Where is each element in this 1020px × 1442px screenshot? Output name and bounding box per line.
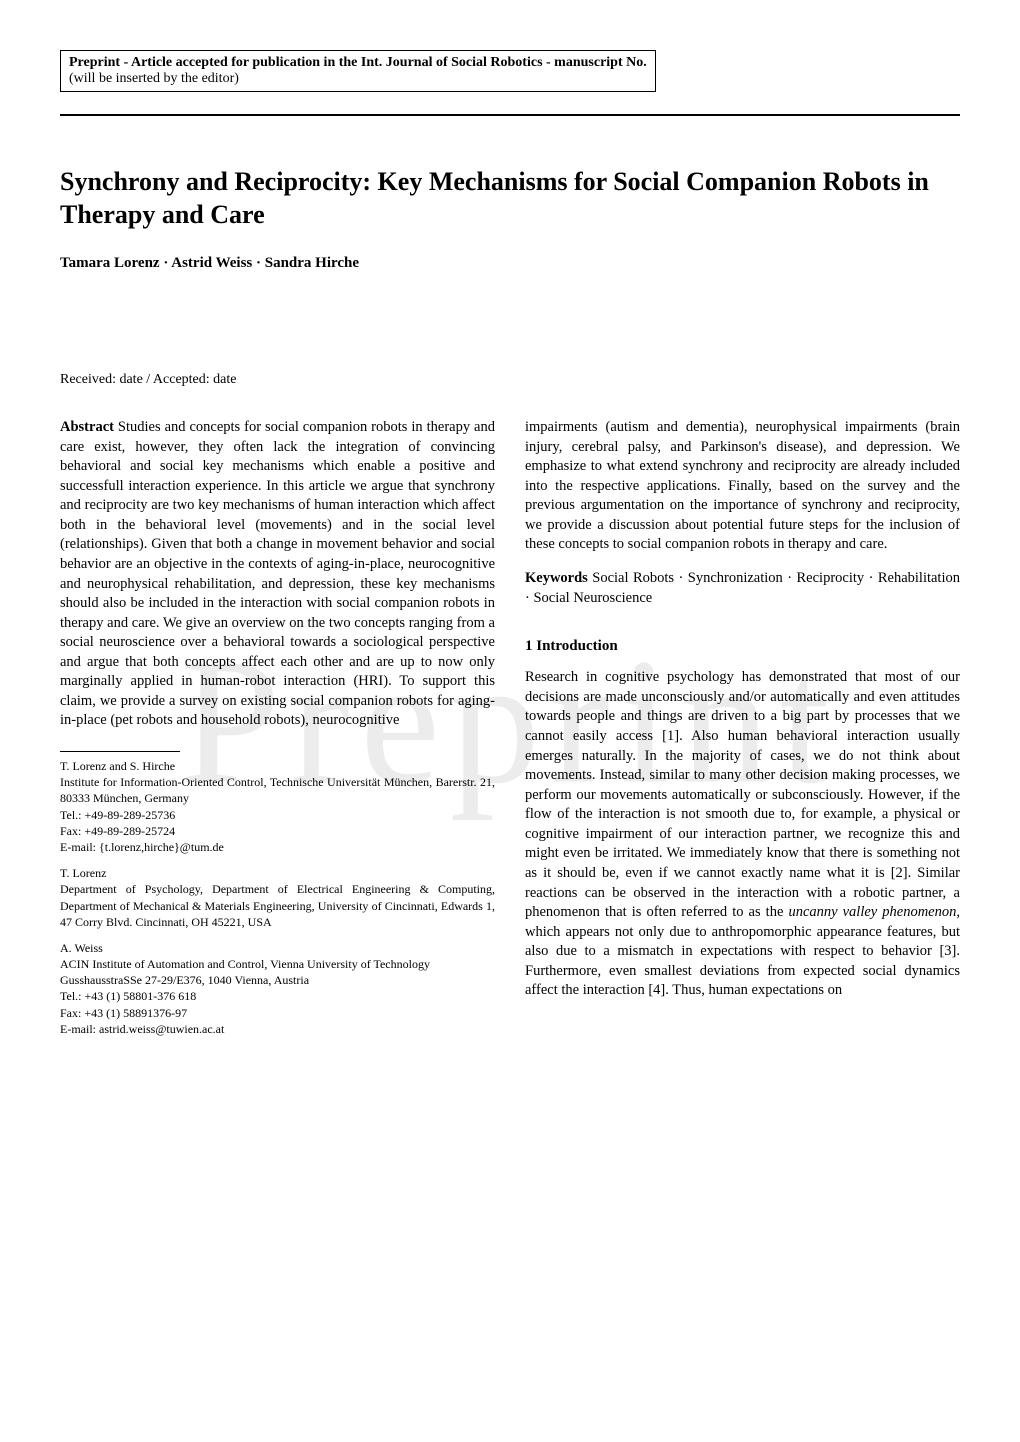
affil1-email: E-mail: {t.lorenz,hirche}@tum.de xyxy=(60,839,495,855)
affil3-addr: GusshausstraSSe 27-29/E376, 1040 Vienna,… xyxy=(60,972,495,988)
abstract-label: Abstract xyxy=(60,419,114,435)
abstract-continuation: impairments (autism and dementia), neuro… xyxy=(525,418,960,555)
two-column-layout: Abstract Studies and concepts for social… xyxy=(60,418,960,1047)
footnote-rule xyxy=(60,751,180,752)
abstract-text: Studies and concepts for social companio… xyxy=(60,419,495,728)
right-column: impairments (autism and dementia), neuro… xyxy=(525,418,960,1047)
affil3-email: E-mail: astrid.weiss@tuwien.ac.at xyxy=(60,1021,495,1037)
keywords-label: Keywords xyxy=(525,570,588,586)
manuscript-header-line1: Preprint - Article accepted for publicat… xyxy=(69,55,647,71)
affil3-names: A. Weiss xyxy=(60,940,495,956)
affil1-names: T. Lorenz and S. Hirche xyxy=(60,758,495,774)
affil2-inst: Department of Psychology, Department of … xyxy=(60,881,495,930)
abstract-paragraph: Abstract Studies and concepts for social… xyxy=(60,418,495,731)
section-1-heading: 1 Introduction xyxy=(525,636,960,656)
affil3-inst: ACIN Institute of Automation and Control… xyxy=(60,956,495,972)
received-date: Received: date / Accepted: date xyxy=(60,372,960,388)
section-1-body-italic: uncanny valley phenomenon xyxy=(788,904,956,920)
affil2-names: T. Lorenz xyxy=(60,865,495,881)
affil1-fax: Fax: +49-89-289-25724 xyxy=(60,823,495,839)
affil3-fax: Fax: +43 (1) 58891376-97 xyxy=(60,1005,495,1021)
affiliation-block-1: T. Lorenz and S. Hirche Institute for In… xyxy=(60,758,495,855)
section-1-body: Research in cognitive psychology has dem… xyxy=(525,668,960,1001)
affiliation-block-3: A. Weiss ACIN Institute of Automation an… xyxy=(60,940,495,1037)
section-1-body-pre: Research in cognitive psychology has dem… xyxy=(525,669,960,920)
keywords-text: Social Robots · Synchronization · Recipr… xyxy=(525,570,960,606)
affil1-tel: Tel.: +49-89-289-25736 xyxy=(60,807,495,823)
author-list: Tamara Lorenz · Astrid Weiss · Sandra Hi… xyxy=(60,255,960,272)
page-content: Preprint - Article accepted for publicat… xyxy=(60,50,960,1047)
keywords-paragraph: Keywords Social Robots · Synchronization… xyxy=(525,569,960,608)
manuscript-header-box: Preprint - Article accepted for publicat… xyxy=(60,50,656,92)
left-column: Abstract Studies and concepts for social… xyxy=(60,418,495,1047)
manuscript-header-line2: (will be inserted by the editor) xyxy=(69,71,647,87)
top-rule xyxy=(60,114,960,116)
article-title: Synchrony and Reciprocity: Key Mechanism… xyxy=(60,166,960,231)
affiliation-block-2: T. Lorenz Department of Psychology, Depa… xyxy=(60,865,495,930)
affil3-tel: Tel.: +43 (1) 58801-376 618 xyxy=(60,988,495,1004)
affil1-inst: Institute for Information-Oriented Contr… xyxy=(60,774,495,806)
